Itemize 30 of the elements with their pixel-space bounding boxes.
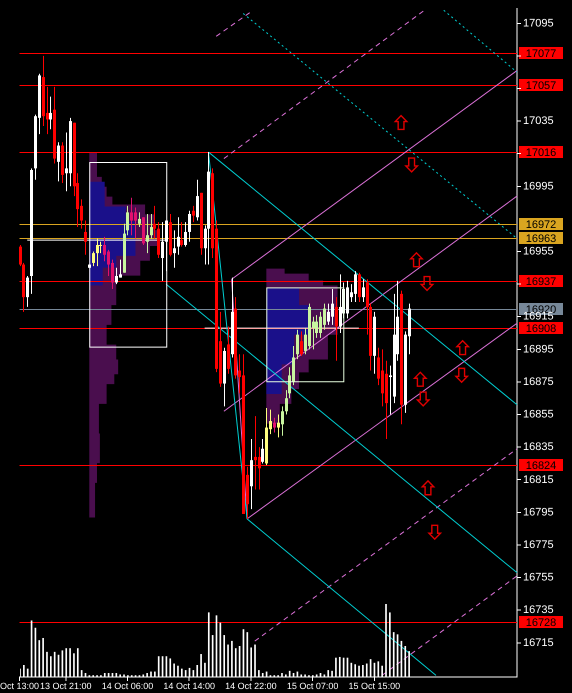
ref-line-label: 17077 [526, 48, 556, 60]
ref-line-label: 17057 [526, 80, 556, 92]
x-tick-label: 15 Oct 07:00 [286, 680, 338, 691]
x-tick-label: 14 Oct 14:00 [163, 680, 215, 691]
y-tick-label: 16855 [523, 408, 554, 421]
y-tick-label: 16895 [523, 343, 554, 356]
ref-line-label: 16937 [526, 276, 556, 288]
ref-line-label: 16824 [526, 460, 556, 472]
x-tick-label: 14 Oct 22:00 [225, 680, 277, 691]
y-tick-label: 16755 [523, 572, 554, 584]
ref-line-label: 16728 [526, 617, 556, 630]
x-tick-label: Oct 13:00 [0, 680, 40, 691]
y-tick-label: 16995 [523, 180, 554, 192]
x-tick-label: 13 Oct 21:00 [40, 680, 92, 691]
y-tick-label: 16815 [523, 474, 554, 486]
y-tick-label: 16775 [523, 538, 554, 551]
x-tick-label: 15 Oct 15:00 [348, 680, 400, 691]
y-tick-label: 16795 [523, 506, 554, 518]
y-tick-label: 16735 [523, 604, 554, 616]
y-tick-label: 16875 [523, 376, 554, 388]
y-tick-label: 16835 [523, 441, 554, 454]
y-tick-label: 16715 [523, 636, 554, 649]
ref-line-label: 17016 [526, 147, 556, 160]
ref-line-label: 16972 [526, 219, 556, 232]
ref-line-label: 16963 [526, 233, 556, 246]
x-tick-label: 14 Oct 06:00 [102, 680, 154, 691]
y-tick-label: 16955 [523, 246, 554, 258]
y-tick-label: 17035 [523, 115, 554, 128]
ref-line-label: 16908 [526, 323, 556, 336]
y-tick-label: 17095 [523, 17, 554, 30]
